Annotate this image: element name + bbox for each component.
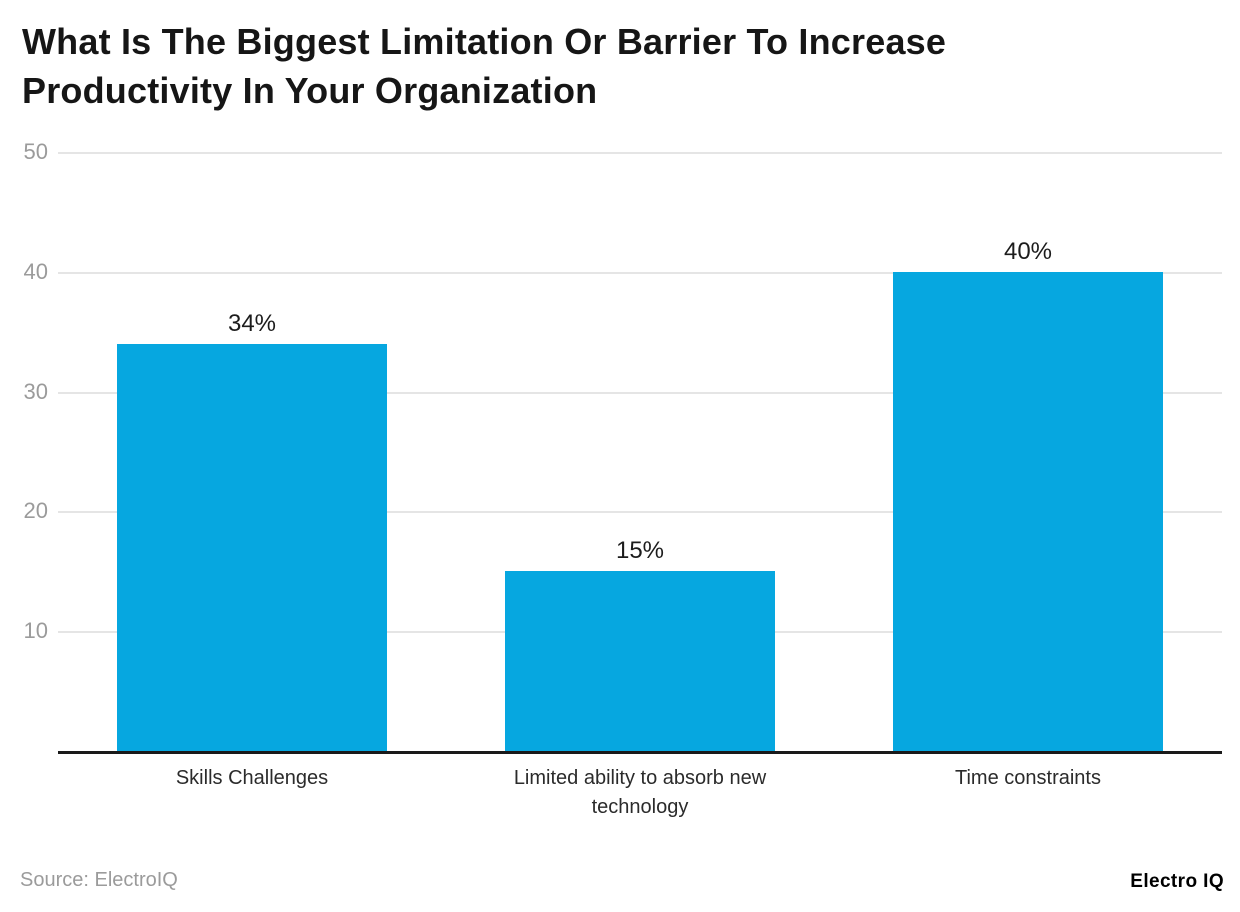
y-axis-tick-label: 40 — [23, 259, 48, 284]
source-text: Source: ElectroIQ — [20, 869, 178, 891]
y-axis-tick-label: 10 — [23, 618, 48, 643]
electro-iq-logo: Electro IQ — [1130, 871, 1224, 892]
y-axis-tick-label: 20 — [23, 498, 48, 523]
bar — [117, 344, 387, 751]
y-axis-tick-label: 50 — [23, 139, 48, 164]
chart-title: What Is The Biggest Limitation Or Barrie… — [22, 21, 947, 111]
bar — [505, 571, 775, 751]
y-axis-tick-label: 30 — [23, 379, 48, 404]
gridline — [58, 272, 1222, 274]
bar-value-label: 40% — [1003, 238, 1053, 265]
bar-value-label: 34% — [227, 310, 277, 337]
gridline — [58, 511, 1222, 513]
x-category-label: Limited ability to absorb new technology — [513, 767, 767, 818]
gridline — [58, 392, 1222, 394]
gridline — [58, 152, 1222, 154]
x-category-label: Skills Challenges — [175, 767, 329, 789]
bar — [893, 272, 1163, 751]
x-axis-line — [58, 751, 1222, 754]
x-category-label: Time constraints — [955, 767, 1101, 789]
bar-value-label: 15% — [615, 537, 665, 564]
